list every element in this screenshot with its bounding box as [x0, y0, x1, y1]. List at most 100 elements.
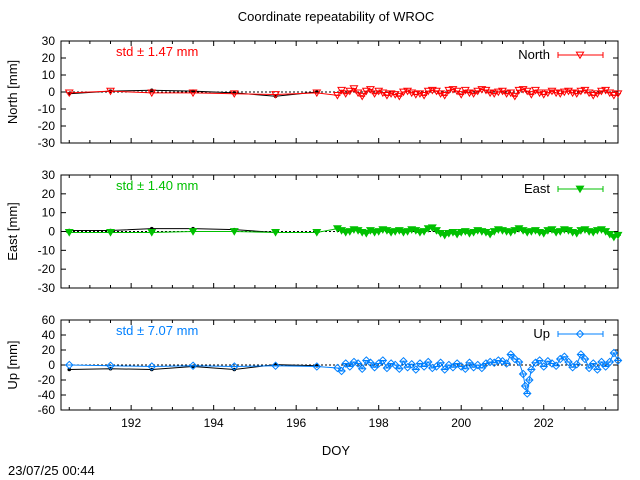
series-point — [605, 89, 615, 98]
series-point — [572, 359, 582, 369]
series-point — [362, 356, 371, 365]
series-point — [64, 229, 74, 237]
series-point — [394, 92, 404, 101]
series-point — [572, 90, 582, 98]
series-point — [271, 91, 281, 99]
series-point — [597, 87, 606, 96]
y-tick-label: -20 — [38, 373, 56, 387]
series-point — [452, 230, 462, 239]
series-point — [609, 92, 619, 100]
series-point — [411, 91, 421, 99]
series-point — [106, 229, 115, 237]
series-point — [481, 86, 491, 95]
series-point — [229, 362, 239, 371]
series-point — [588, 92, 598, 100]
series-point — [419, 362, 429, 371]
series-point — [312, 89, 322, 98]
series-point — [349, 357, 359, 367]
series-point — [147, 362, 157, 371]
series-point — [465, 358, 474, 368]
y-tick-label: -20 — [38, 262, 56, 276]
x-tick-label: 200 — [451, 416, 471, 430]
series-point — [560, 352, 569, 362]
series-point — [361, 230, 371, 238]
series-point — [605, 357, 615, 367]
legend-marker — [575, 51, 585, 60]
y-tick-label: 0 — [48, 358, 55, 372]
series-point — [522, 389, 532, 398]
series-point — [506, 229, 516, 237]
series-point — [444, 360, 454, 370]
series-point — [312, 229, 322, 237]
series-point — [506, 350, 516, 359]
series-point — [366, 358, 375, 368]
series-point — [584, 363, 594, 373]
y-tick-label: -10 — [38, 243, 56, 257]
series-point — [593, 365, 602, 374]
series-point — [423, 87, 433, 96]
series-point — [106, 87, 115, 96]
series-point — [498, 356, 507, 366]
series-point — [592, 90, 602, 98]
series-point — [403, 228, 413, 236]
reference-point — [67, 367, 72, 372]
series-point — [419, 228, 429, 236]
series-point — [431, 87, 441, 96]
series-point — [539, 91, 549, 99]
series-point — [510, 227, 520, 235]
legend-marker — [575, 329, 585, 339]
series-point — [584, 89, 594, 98]
series-point — [555, 354, 565, 364]
y-axis-label: North [mm] — [5, 60, 20, 124]
series-point — [229, 90, 239, 98]
y-axis-label: Up [mm] — [5, 340, 20, 389]
series-point — [419, 92, 429, 100]
series-point — [531, 358, 540, 368]
series-point — [543, 89, 553, 98]
east-panel: -30 -20 -10 0 10 20 30 East [mm] std ± 1.40 mm Ea… — [5, 168, 623, 295]
std-label: std ± 1.40 mm — [116, 178, 198, 193]
series-point — [531, 86, 540, 95]
series-point — [613, 231, 623, 240]
y-tick-label: 0 — [48, 85, 55, 99]
series-point — [551, 361, 561, 371]
y-tick-label: 0 — [48, 225, 55, 239]
series-point — [188, 228, 198, 236]
legend-label: North — [518, 47, 550, 62]
x-tick-label: 196 — [286, 416, 306, 430]
series-point — [345, 228, 355, 236]
y-tick-label: -20 — [38, 119, 56, 133]
series-point — [188, 89, 198, 98]
series-point — [188, 361, 198, 371]
series-point — [333, 363, 342, 373]
series-point — [365, 86, 375, 94]
series-point — [370, 90, 380, 98]
series-point — [597, 357, 606, 367]
series-point — [452, 359, 462, 368]
series-point — [489, 90, 499, 98]
series-point — [473, 360, 483, 370]
series-point — [535, 356, 544, 365]
series-point — [502, 359, 511, 368]
series-point — [353, 359, 363, 368]
series-point — [382, 363, 392, 373]
series-point — [341, 90, 351, 98]
series-point — [609, 348, 619, 358]
series-point — [440, 365, 450, 374]
y-tick-label: 20 — [42, 343, 56, 357]
series-point — [361, 87, 371, 96]
series-point — [514, 86, 524, 95]
series-point — [440, 92, 450, 100]
series-point — [456, 91, 466, 99]
y-tick-label: -30 — [38, 136, 56, 150]
series-point — [524, 375, 534, 385]
series-point — [386, 359, 396, 368]
series-point — [415, 359, 425, 368]
series-point — [440, 231, 450, 240]
series-point — [411, 365, 421, 374]
series-point — [461, 364, 470, 374]
series-point — [395, 364, 404, 374]
series-point — [526, 91, 536, 99]
series-point — [398, 88, 408, 97]
